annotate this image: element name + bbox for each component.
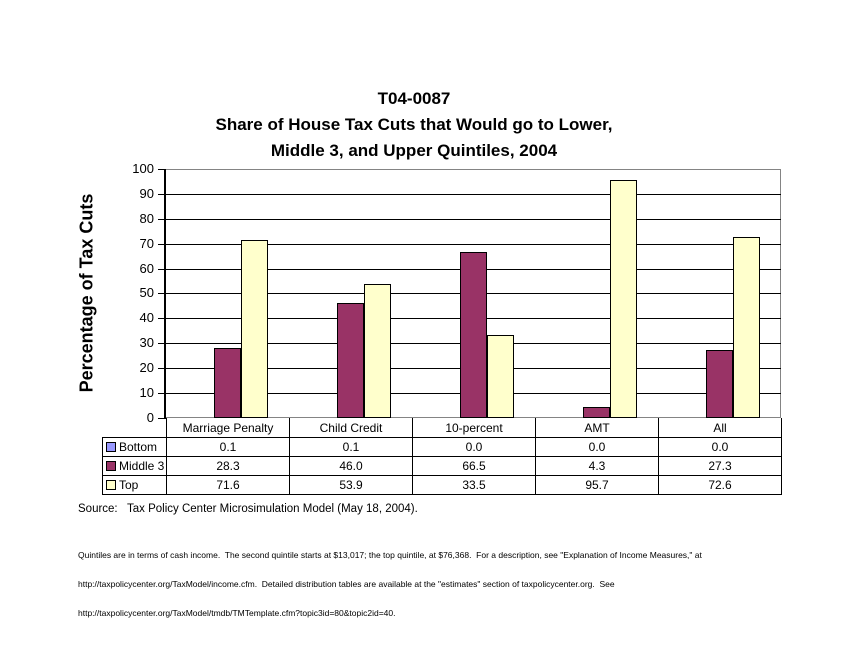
table-cell-bottom-all: 0.0 xyxy=(658,437,782,457)
y-tick-mark-70 xyxy=(158,244,166,245)
bar-middle-3-all xyxy=(706,350,733,418)
table-cell-middle-3-10-percent: 66.5 xyxy=(412,456,536,476)
table-corner-cell xyxy=(103,418,167,438)
legend-cell-middle-3: Middle 3 xyxy=(102,456,167,476)
y-tick-label-100: 100 xyxy=(132,161,154,176)
source-note: Source: Tax Policy Center Microsimulatio… xyxy=(78,503,418,515)
bar-middle-3-child-credit xyxy=(337,303,364,418)
y-tick-label-20: 20 xyxy=(139,360,154,375)
table-cell-middle-3-marriage-penalty: 28.3 xyxy=(166,456,290,476)
y-tick-mark-20 xyxy=(158,368,166,369)
y-tick-mark-10 xyxy=(158,393,166,394)
y-tick-label-80: 80 xyxy=(139,211,154,226)
legend-key-icon-bottom xyxy=(106,442,116,452)
legend-label-top: Top xyxy=(119,478,139,492)
table-cell-top-amt: 95.7 xyxy=(535,475,659,495)
bar-top-amt xyxy=(610,180,637,418)
y-tick-label-50: 50 xyxy=(139,285,154,300)
y-tick-mark-100 xyxy=(158,169,166,170)
bar-top-marriage-penalty xyxy=(241,240,268,418)
y-tick-mark-80 xyxy=(158,219,166,220)
y-tick-label-90: 90 xyxy=(139,186,154,201)
gridline-90 xyxy=(166,194,781,195)
bar-middle-3-10-percent xyxy=(460,252,487,418)
chart-title-line-2: Share of House Tax Cuts that Would go to… xyxy=(215,115,613,134)
legend-cell-bottom: Bottom xyxy=(102,437,167,457)
table-row-bottom: Bottom 0.1 0.1 0.0 0.0 0.0 xyxy=(102,437,782,457)
legend-key-icon-top xyxy=(106,480,116,490)
y-tick-mark-0 xyxy=(158,418,166,419)
table-cell-bottom-child-credit: 0.1 xyxy=(289,437,413,457)
table-cell-middle-3-amt: 4.3 xyxy=(535,456,659,476)
gridline-70 xyxy=(166,244,781,245)
y-axis-title: Percentage of Tax Cuts xyxy=(76,193,97,393)
bar-middle-3-marriage-penalty xyxy=(214,348,241,418)
y-axis-ticks: 0 10 20 30 40 50 60 70 80 90 100 xyxy=(108,162,166,425)
data-table-body: Marriage Penalty Child Credit 10-percent AM… xyxy=(102,418,782,495)
legend-key-icon-middle-3 xyxy=(106,461,116,471)
y-tick-mark-50 xyxy=(158,293,166,294)
table-cell-top-10-percent: 33.5 xyxy=(412,475,536,495)
y-tick-mark-30 xyxy=(158,343,166,344)
y-tick-label-70: 70 xyxy=(139,236,154,251)
y-tick-mark-60 xyxy=(158,269,166,270)
table-cell-middle-3-all: 27.3 xyxy=(658,456,782,476)
footnote-line-3: http://taxpolicycenter.org/TaxModel/tmdb… xyxy=(78,607,396,618)
table-header-amt: AMT xyxy=(535,418,659,438)
plot-border-top xyxy=(166,169,781,170)
gridline-80 xyxy=(166,219,781,220)
y-tick-mark-90 xyxy=(158,194,166,195)
y-tick-label-60: 60 xyxy=(139,261,154,276)
table-cell-bottom-amt: 0.0 xyxy=(535,437,659,457)
table-header-all: All xyxy=(658,418,782,438)
plot-area xyxy=(164,169,781,419)
y-tick-mark-40 xyxy=(158,318,166,319)
footnote: Quintiles are in terms of cash income. T… xyxy=(78,532,702,638)
y-tick-label-40: 40 xyxy=(139,310,154,325)
legend-label-middle-3: Middle 3 xyxy=(119,459,165,473)
bar-top-10-percent xyxy=(487,335,514,418)
table-header-10-percent: 10-percent xyxy=(412,418,536,438)
legend-label-bottom: Bottom xyxy=(119,440,158,454)
y-tick-label-0: 0 xyxy=(146,410,154,425)
bar-top-all xyxy=(733,237,760,418)
table-row-middle-3: Middle 3 28.3 46.0 66.5 4.3 27.3 xyxy=(102,456,782,476)
y-axis-line xyxy=(164,169,166,419)
table-cell-bottom-marriage-penalty: 0.1 xyxy=(166,437,290,457)
table-cell-bottom-10-percent: 0.0 xyxy=(412,437,536,457)
table-header-row: Marriage Penalty Child Credit 10-percent AM… xyxy=(103,418,782,438)
bar-top-child-credit xyxy=(364,284,391,418)
y-tick-label-30: 30 xyxy=(139,335,154,350)
table-row-top: Top 71.6 53.9 33.5 95.7 72.6 xyxy=(102,475,782,495)
chart-title-line-3: Middle 3, and Upper Quintiles, 2004 xyxy=(270,141,558,160)
footnote-line-2: http://taxpolicycenter.org/TaxModel/inco… xyxy=(78,578,615,589)
table-cell-top-all: 72.6 xyxy=(658,475,782,495)
table-header-marriage-penalty: Marriage Penalty xyxy=(166,418,290,438)
y-tick-label-10: 10 xyxy=(139,385,154,400)
table-cell-top-child-credit: 53.9 xyxy=(289,475,413,495)
table-cell-top-marriage-penalty: 71.6 xyxy=(166,475,290,495)
bar-middle-3-amt xyxy=(583,407,610,418)
table-header-child-credit: Child Credit xyxy=(289,418,413,438)
table-cell-middle-3-child-credit: 46.0 xyxy=(289,456,413,476)
chart-title: T04-0087 Share of House Tax Cuts that Wo… xyxy=(0,86,828,164)
legend-cell-top: Top xyxy=(102,475,167,495)
chart-title-line-1: T04-0087 xyxy=(377,89,451,108)
data-table: Marriage Penalty Child Credit 10-percent AM… xyxy=(102,418,782,495)
footnote-line-1: Quintiles are in terms of cash income. T… xyxy=(78,550,702,561)
